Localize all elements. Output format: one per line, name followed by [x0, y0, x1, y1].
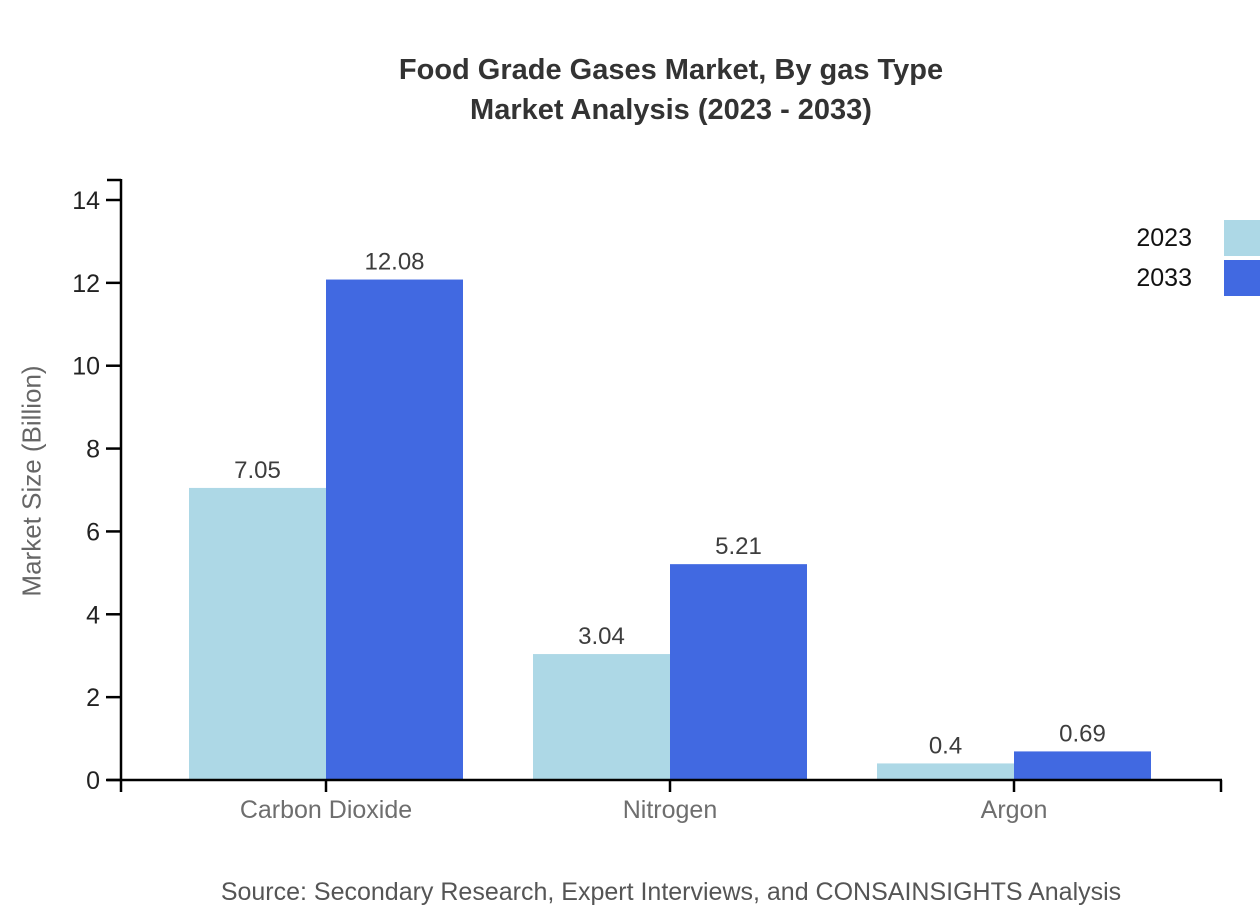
chart-title-line2: Market Analysis (2023 - 2033)	[470, 94, 872, 126]
y-tick-label: 14	[72, 187, 100, 215]
bar-2023-nitrogen	[533, 654, 670, 780]
legend-item-2033: 2033	[1136, 258, 1260, 298]
y-tick-label: 4	[86, 601, 100, 629]
y-tick-label: 0	[86, 767, 100, 795]
chart-title: Food Grade Gases Market, By gas Type Mar…	[82, 50, 1260, 130]
y-tick-label: 6	[86, 518, 100, 546]
bar-value-label: 0.4	[929, 732, 962, 759]
chart-title-line1: Food Grade Gases Market, By gas Type	[398, 54, 944, 86]
legend-swatch-2023-icon	[1224, 220, 1260, 256]
bar-2033-nitrogen	[670, 564, 807, 780]
bar-2023-carbon-dioxide	[189, 487, 326, 780]
bar-2033-argon	[1014, 751, 1151, 780]
bar-value-label: 7.05	[234, 457, 281, 484]
y-tick-label: 2	[86, 684, 100, 712]
bar-2033-carbon-dioxide	[326, 279, 463, 780]
source-note: Source: Secondary Research, Expert Inter…	[220, 878, 1122, 906]
bar-value-label: 0.69	[1059, 720, 1106, 747]
bar-value-label: 3.04	[578, 623, 625, 650]
x-category-label: Argon	[981, 796, 1048, 824]
y-tick-label: 12	[72, 270, 100, 298]
legend-swatch-2033-icon	[1224, 260, 1260, 296]
bar-value-label: 12.08	[364, 249, 424, 276]
y-tick-label: 8	[86, 436, 100, 464]
x-category-label: Carbon Dioxide	[240, 796, 412, 824]
legend: 2023 2033	[1136, 218, 1260, 298]
legend-label-2033: 2033	[1136, 263, 1192, 292]
x-category-label: Nitrogen	[623, 796, 718, 824]
legend-item-2023: 2023	[1136, 218, 1260, 258]
bar-value-label: 5.21	[715, 533, 762, 560]
y-tick-label: 10	[72, 353, 100, 381]
y-axis-title: Market Size (Billion)	[16, 365, 47, 597]
legend-label-2023: 2023	[1136, 223, 1192, 252]
bar-2023-argon	[877, 763, 1014, 780]
